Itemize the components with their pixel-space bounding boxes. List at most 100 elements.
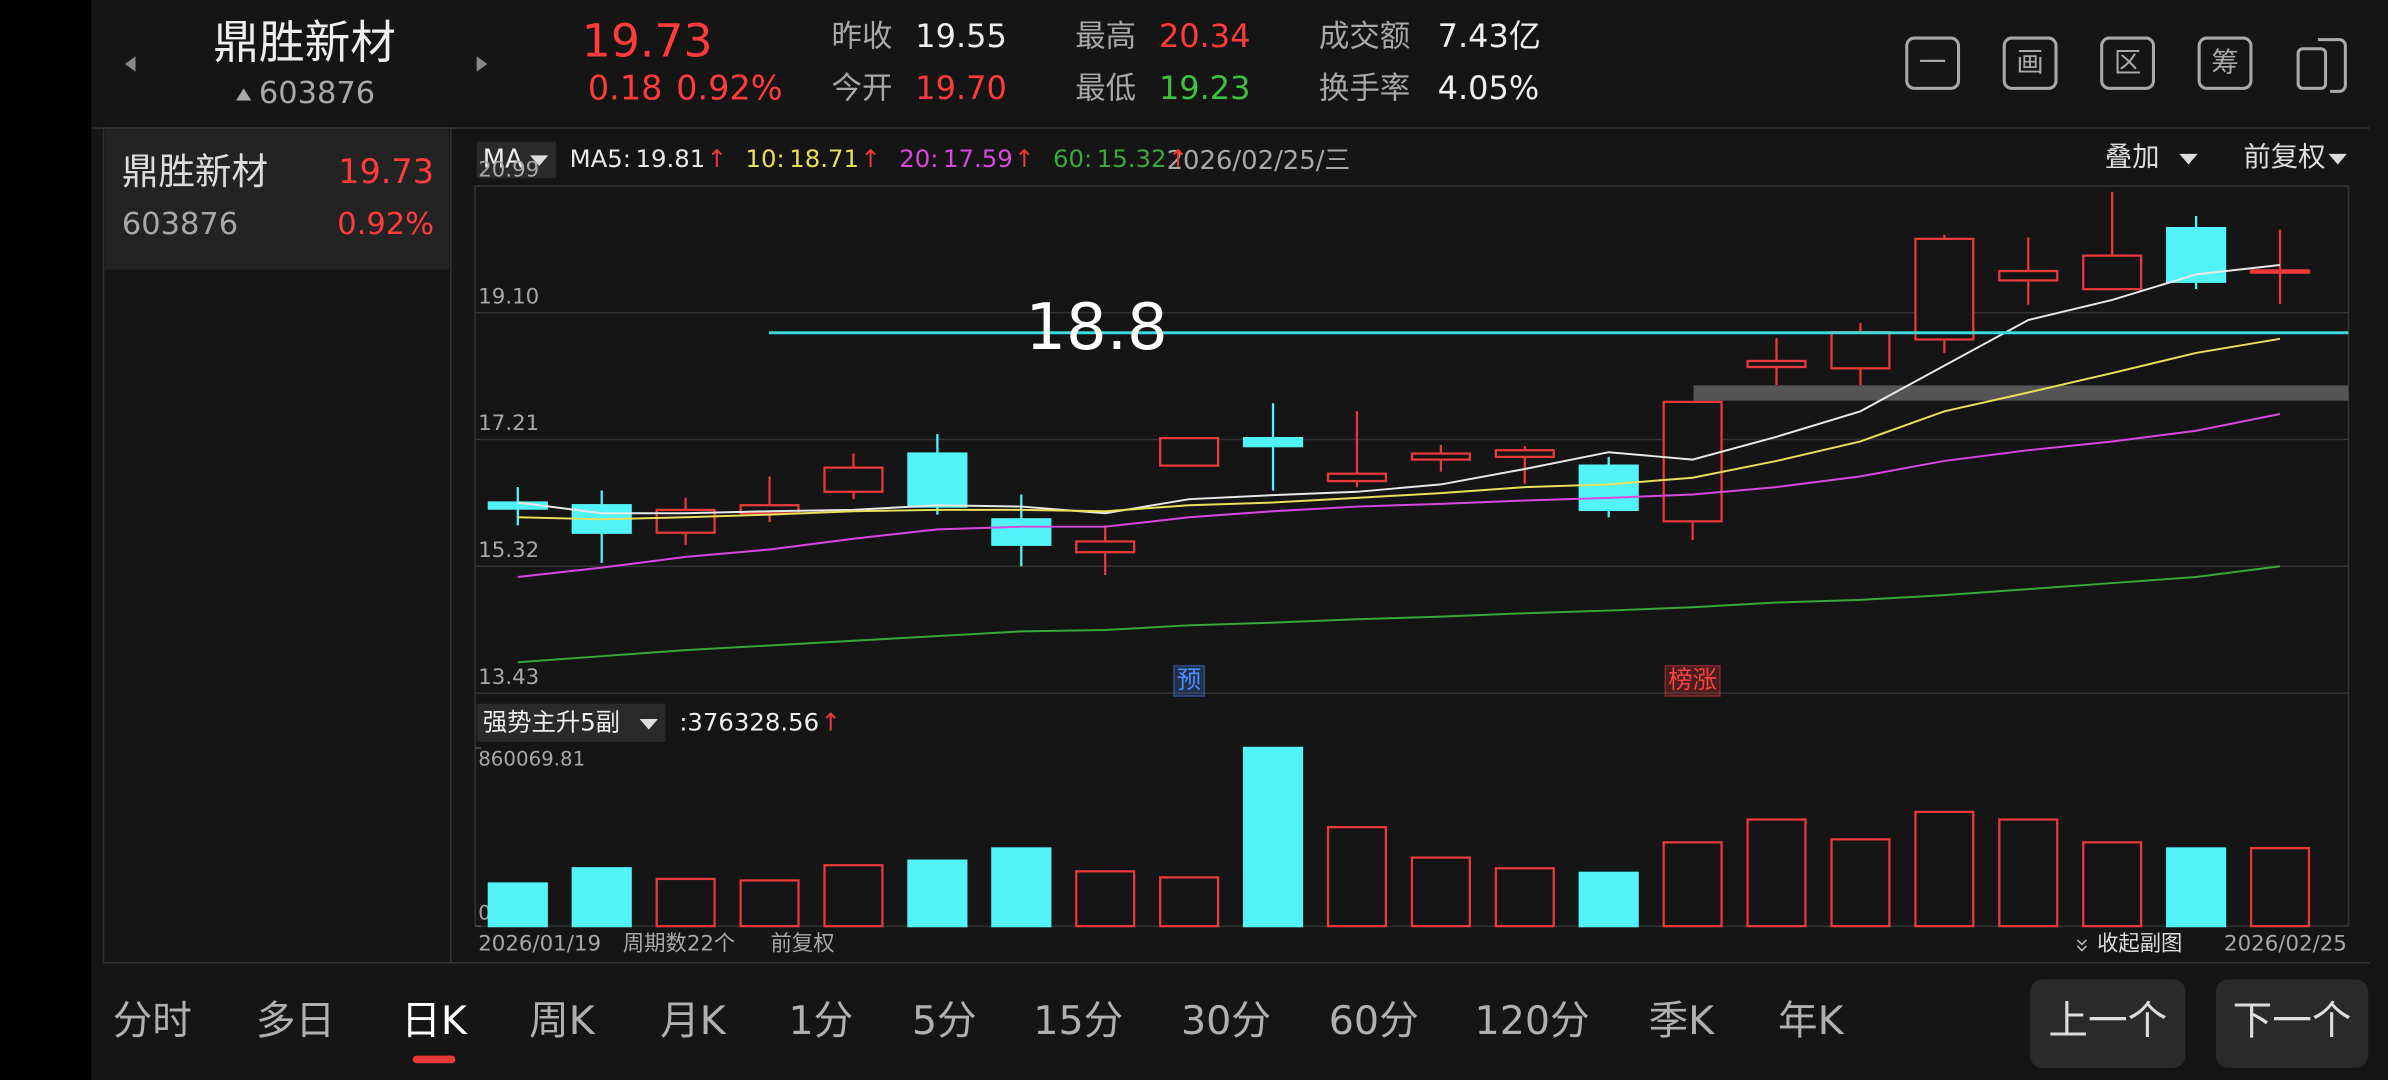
volume-bar [1326, 825, 1388, 928]
price-level-label: 18.8 [1025, 291, 1167, 365]
event-badge [1664, 664, 1721, 697]
ma-line [517, 264, 2281, 515]
adjust-dropdown[interactable]: 前复权 [2243, 142, 2325, 173]
y-tick-label: 13.43 [478, 665, 539, 690]
stat-value: 19.70 [915, 69, 1007, 107]
stat-value: 7.43亿 [1438, 17, 1541, 55]
legend-value: 18.71 [789, 144, 859, 173]
volume-bar [1830, 838, 1891, 928]
period-tab[interactable]: 日K [401, 998, 468, 1044]
stat-label: 昨收 [832, 20, 893, 55]
candle-body [1159, 436, 1220, 467]
ma-dropdown-label[interactable]: MA [483, 144, 523, 174]
volume-bar [1914, 810, 1975, 928]
period-tab[interactable]: 60分 [1329, 998, 1419, 1044]
period-tab[interactable]: 季K [1649, 998, 1716, 1044]
legend-value: 19.81 [636, 144, 706, 173]
stat-value: 19.23 [1159, 69, 1251, 107]
tool-button[interactable] [1905, 36, 1961, 90]
ma-line [517, 412, 2281, 578]
next-stock-arrow[interactable] [476, 56, 488, 72]
sidebar-code: 603876 [122, 207, 238, 242]
stock-code: 603876 [259, 76, 375, 111]
indicator-label[interactable]: 强势主升5副 [483, 708, 620, 737]
ma-line [517, 337, 2281, 521]
candle-body [1830, 330, 1891, 370]
y-tick-label: 19.10 [478, 284, 539, 309]
period-tab[interactable]: 月K [660, 998, 727, 1044]
tool-button[interactable] [2002, 36, 2058, 90]
period-tab[interactable]: 15分 [1033, 998, 1123, 1044]
legend-arrow: ↑ [1168, 144, 1188, 173]
candle-body [2082, 254, 2143, 291]
next-button-label[interactable]: 下一个 [2233, 998, 2352, 1044]
volume-bar [1410, 856, 1471, 928]
candle-body [1242, 436, 1304, 448]
prev-stock-arrow[interactable] [124, 56, 136, 72]
tool-glyph[interactable]: 画 [2016, 47, 2043, 78]
indicator-dropdown[interactable] [476, 703, 666, 742]
price: 19.73 [582, 15, 713, 68]
prev-button-label[interactable]: 上一个 [2048, 998, 2167, 1044]
candle-body [823, 466, 884, 493]
tool-glyph[interactable]: 区 [2114, 47, 2141, 78]
legend-arrow: ↑ [1014, 144, 1034, 173]
dropdown-caret [529, 155, 549, 167]
y-tick-label: 860069.81 [478, 748, 585, 771]
candle-body [655, 508, 716, 534]
tool-button[interactable] [2100, 36, 2155, 90]
legend-name: 10: [746, 144, 785, 173]
period-tab[interactable]: 年K [1778, 998, 1845, 1044]
tool-icons: 一 画 区 筹 [1905, 36, 2347, 93]
period-tab[interactable]: 周K [529, 998, 596, 1044]
adjust-label: 前复权 [771, 931, 835, 956]
stat-label: 换手率 [1319, 71, 1410, 106]
period-tab[interactable]: 120分 [1475, 998, 1590, 1044]
candle-body [1998, 269, 2059, 282]
period-tab[interactable]: 30分 [1181, 998, 1271, 1044]
stat-label: 今开 [832, 71, 893, 106]
sidebar-price: 19.73 [338, 152, 434, 191]
collapse-label[interactable]: 收起副图 [2097, 931, 2182, 956]
tool-glyph[interactable]: 筹 [2211, 47, 2238, 78]
volume-bar [1494, 867, 1555, 928]
event-label: 预 [1177, 665, 1201, 694]
volume-bar [2082, 841, 2143, 928]
period-tab[interactable]: 多日 [256, 998, 335, 1044]
x-end-label: 2026/02/25 [2224, 931, 2347, 956]
volume-bar [487, 882, 548, 928]
candle-body [991, 518, 1052, 546]
sidebar-item-selected[interactable] [105, 129, 450, 270]
change-pct: 0.92% [676, 68, 782, 107]
stat-label: 最高 [1075, 20, 1136, 55]
volume-bar [1998, 818, 2059, 928]
legend-value: 17.59 [943, 144, 1013, 173]
volume-bar [655, 877, 716, 928]
legend-arrow: ↑ [707, 144, 727, 173]
stat-label: 成交额 [1319, 20, 1410, 55]
tool-glyph[interactable]: 一 [1919, 47, 1946, 78]
readout-arrow: ↑ [821, 708, 841, 737]
legend-name: 20: [899, 144, 938, 173]
dropdown-caret [2179, 153, 2198, 165]
stat-value: 4.05% [1438, 69, 1540, 107]
candle-body [1326, 472, 1388, 483]
collapse-icon[interactable] [2076, 939, 2087, 952]
period-tab[interactable]: 1分 [788, 998, 853, 1044]
next-button[interactable] [2215, 979, 2369, 1068]
y-tick-label: 17.21 [478, 411, 539, 436]
y-tick-label: 20.99 [478, 158, 539, 183]
volume-bar [907, 859, 968, 928]
stat-value: 20.34 [1159, 17, 1251, 55]
overlay-dropdown[interactable]: 叠加 [2105, 142, 2160, 173]
rotate-icon[interactable] [2296, 47, 2328, 90]
volume-bar [1242, 746, 1304, 928]
sidebar-name: 鼎胜新材 [122, 150, 268, 193]
tool-button[interactable] [2197, 36, 2253, 90]
prev-button[interactable] [2030, 979, 2186, 1068]
period-tab[interactable]: 分时 [113, 998, 192, 1044]
candle-body [907, 452, 968, 508]
candle-body [1914, 237, 1975, 341]
period-tab[interactable]: 5分 [912, 998, 977, 1044]
